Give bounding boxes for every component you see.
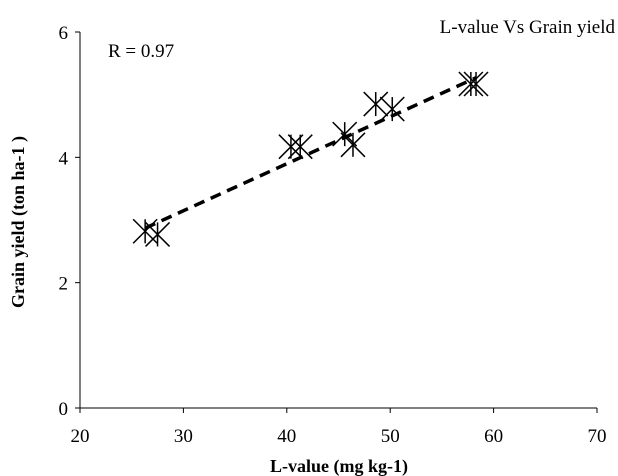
- x-tick-label: 30: [174, 426, 193, 447]
- chart-marks: [132, 71, 489, 247]
- x-tick-label: 40: [277, 426, 296, 447]
- data-point: [379, 96, 405, 122]
- trendline: [144, 76, 477, 230]
- x-tick-label: 60: [484, 426, 503, 447]
- data-point: [278, 134, 304, 160]
- x-axis-label: L-value (mg kg-1): [270, 456, 408, 476]
- y-tick-label: 2: [59, 274, 69, 295]
- data-point: [145, 221, 171, 247]
- data-point: [340, 132, 366, 158]
- y-axis-label: Grain yield (ton ha-1 ): [8, 136, 29, 308]
- data-point: [363, 91, 389, 117]
- chart-title: L-value Vs Grain yield: [440, 17, 616, 38]
- x-tick-label: 70: [588, 426, 607, 447]
- data-point: [287, 134, 313, 160]
- y-tick-label: 4: [59, 148, 69, 169]
- y-tick-label: 6: [59, 23, 69, 44]
- x-tick-label: 50: [381, 426, 400, 447]
- chart-axes: 20 30 40 50 60 70 0 2 4 6: [59, 23, 607, 447]
- data-point: [463, 71, 489, 97]
- correlation-annotation: R = 0.97: [108, 41, 174, 62]
- y-tick-label: 0: [59, 399, 69, 420]
- x-tick-label: 20: [71, 426, 90, 447]
- data-point: [458, 71, 484, 97]
